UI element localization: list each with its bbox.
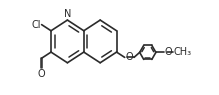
Text: N: N [64, 9, 71, 19]
Text: O: O [38, 69, 45, 79]
Text: CH₃: CH₃ [173, 47, 191, 57]
Text: O: O [125, 52, 133, 62]
Text: Cl: Cl [32, 20, 41, 30]
Text: O: O [165, 47, 173, 57]
